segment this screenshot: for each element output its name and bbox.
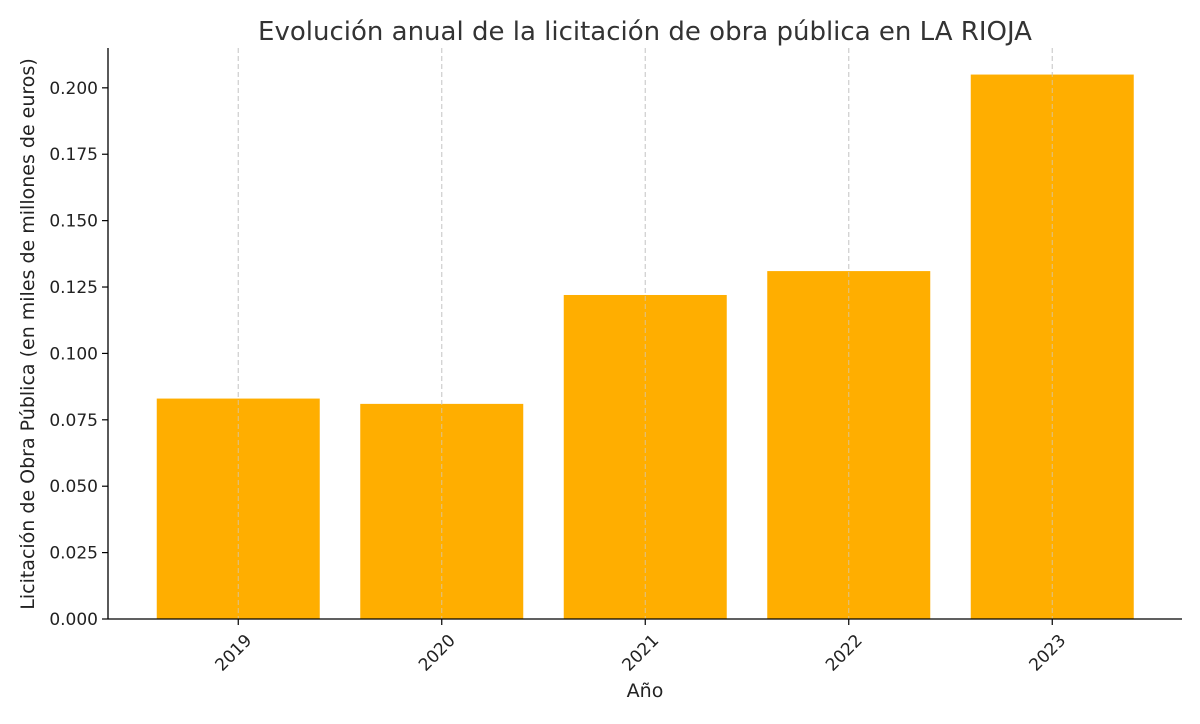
x-axis-label: Año: [627, 680, 664, 702]
y-tick-label: 0.050: [49, 477, 98, 497]
y-tick-label: 0.175: [49, 145, 98, 165]
x-tick-label: 2021: [618, 631, 663, 676]
y-tick-label: 0.200: [49, 79, 98, 99]
y-tick-label: 0.000: [49, 610, 98, 630]
y-tick-label: 0.125: [49, 278, 98, 298]
x-tick-label: 2019: [211, 631, 256, 676]
y-tick-label: 0.150: [49, 212, 98, 232]
x-tick-label: 2022: [822, 631, 867, 676]
x-tick-label: 2023: [1025, 631, 1070, 676]
x-tick-label: 2020: [415, 631, 460, 676]
y-tick-label: 0.075: [49, 411, 98, 431]
y-tick-label: 0.025: [49, 544, 98, 564]
bar-2020: [360, 403, 524, 619]
chart-title: Evolución anual de la licitación de obra…: [258, 17, 1032, 47]
y-axis-label: Licitación de Obra Pública (en miles de …: [17, 58, 39, 609]
grid-front-layer: [237, 48, 1053, 619]
y-tick-label: 0.100: [49, 344, 98, 364]
